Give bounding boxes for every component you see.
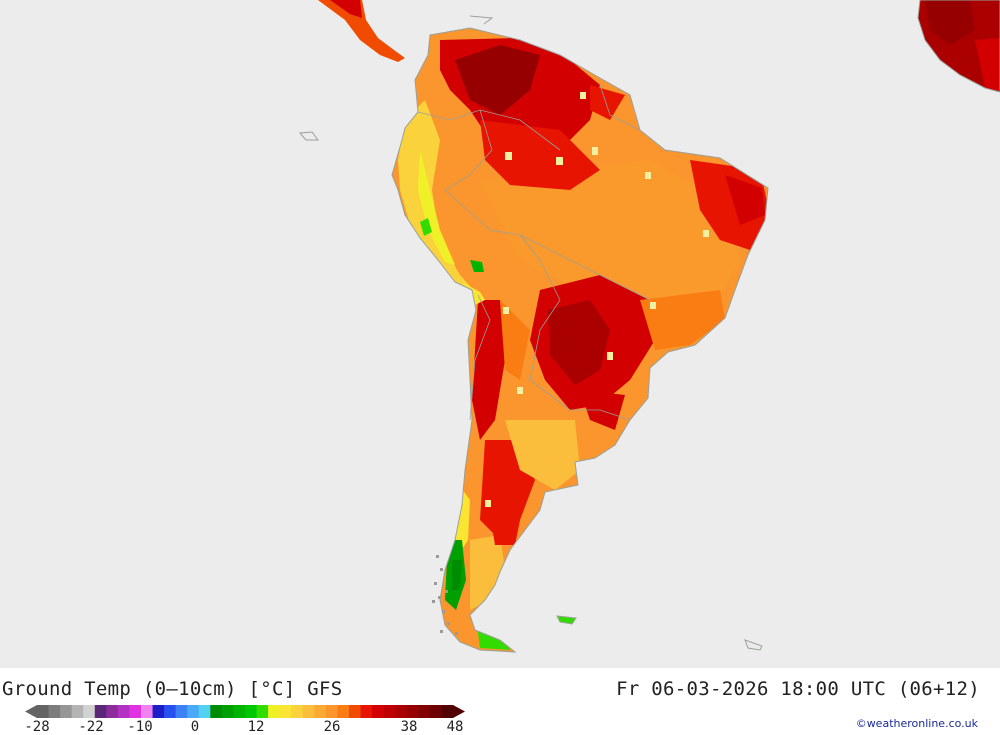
legend-swatch bbox=[129, 705, 142, 718]
legend-tick: 38 bbox=[400, 719, 418, 735]
legend-tick: -22 bbox=[78, 719, 104, 735]
legend-swatch bbox=[291, 705, 304, 718]
legend-swatch bbox=[372, 705, 385, 718]
legend-swatch bbox=[152, 705, 165, 718]
legend-tick: -28 bbox=[24, 719, 50, 735]
legend-swatch bbox=[48, 705, 61, 718]
legend-swatch bbox=[441, 705, 454, 718]
legend-swatch bbox=[302, 705, 315, 718]
legend-swatch bbox=[117, 705, 130, 718]
legend-tick: 26 bbox=[323, 719, 341, 735]
legend-swatch bbox=[256, 705, 269, 718]
footer-bar bbox=[0, 668, 1000, 733]
legend-swatch bbox=[175, 705, 188, 718]
legend-swatch bbox=[406, 705, 419, 718]
legend-swatch bbox=[141, 705, 154, 718]
galapagos bbox=[298, 131, 319, 141]
legend-swatch bbox=[429, 705, 442, 718]
legend-swatch bbox=[233, 705, 246, 718]
falkland-islands bbox=[556, 615, 577, 625]
color-legend bbox=[25, 705, 465, 718]
legend-swatch bbox=[349, 705, 362, 718]
legend-tick: 0 bbox=[190, 719, 200, 735]
legend-swatch bbox=[279, 705, 292, 718]
legend-swatch bbox=[418, 705, 431, 718]
legend-swatch bbox=[245, 705, 258, 718]
country-borders bbox=[417, 84, 651, 421]
legend-swatch bbox=[221, 705, 234, 718]
map-title: Ground Temp (0–10cm) [°C] GFS bbox=[2, 678, 343, 700]
legend-swatch bbox=[83, 705, 96, 718]
map-canvas bbox=[0, 0, 1000, 668]
legend-swatch bbox=[210, 705, 223, 718]
legend-swatch bbox=[268, 705, 281, 718]
legend-swatch bbox=[360, 705, 373, 718]
legend-swatch bbox=[187, 705, 200, 718]
africa-corner bbox=[917, 0, 1000, 93]
forecast-datetime: Fr 06-03-2026 18:00 UTC (06+12) bbox=[616, 678, 980, 700]
legend-swatch bbox=[164, 705, 177, 718]
legend-swatch bbox=[198, 705, 211, 718]
central-america bbox=[318, 0, 405, 62]
legend-arrow-right bbox=[453, 705, 465, 718]
legend-swatch bbox=[94, 705, 107, 718]
legend-swatch bbox=[383, 705, 396, 718]
legend-swatch bbox=[337, 705, 350, 718]
legend-swatch bbox=[71, 705, 84, 718]
legend-tick: 12 bbox=[247, 719, 265, 735]
legend-swatch bbox=[106, 705, 119, 718]
south-georgia bbox=[744, 639, 763, 651]
temperature-map bbox=[0, 0, 1000, 668]
legend-swatch bbox=[325, 705, 338, 718]
legend-swatch bbox=[314, 705, 327, 718]
chile-fjords bbox=[432, 555, 458, 635]
weatheronline-credit[interactable]: ©weatheronline.co.uk bbox=[855, 717, 978, 730]
legend-arrow-left bbox=[25, 705, 37, 718]
legend-swatch bbox=[395, 705, 408, 718]
legend-swatch bbox=[60, 705, 73, 718]
legend-tick: 48 bbox=[446, 719, 464, 735]
legend-swatch bbox=[37, 705, 50, 718]
legend-tick: -10 bbox=[127, 719, 153, 735]
